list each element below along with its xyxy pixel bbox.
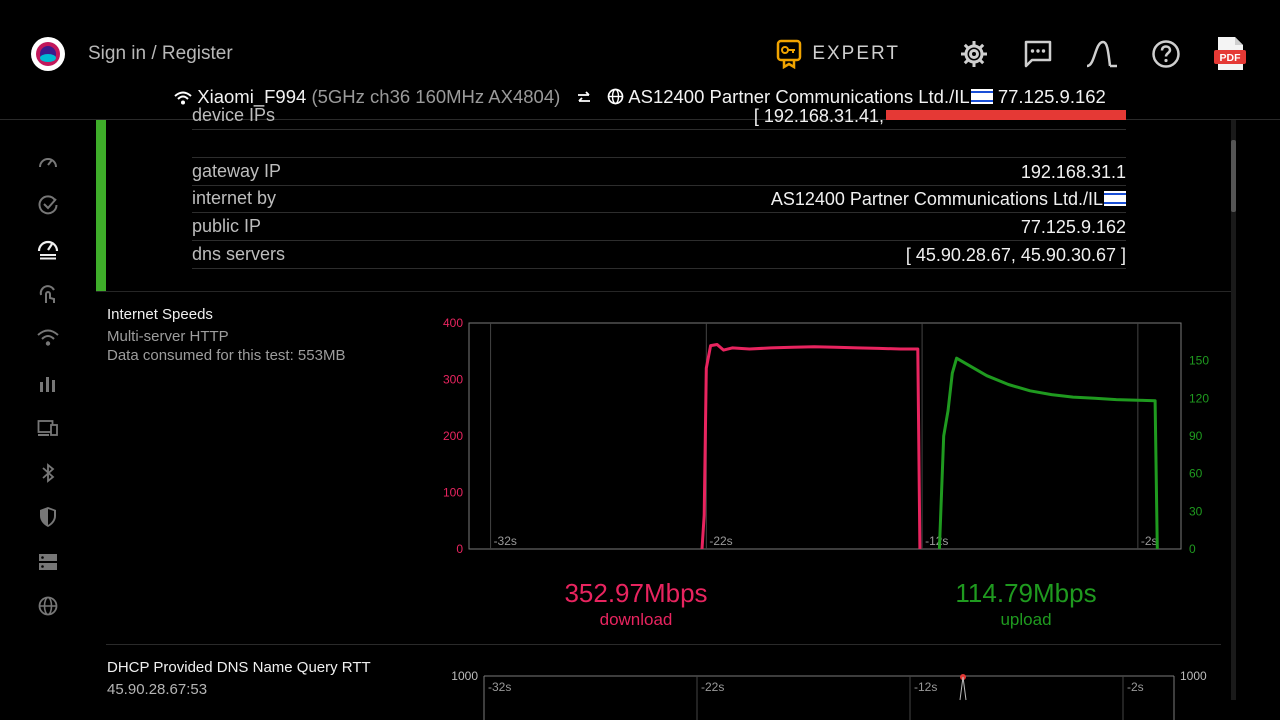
y-right-tick-label: 150	[1189, 354, 1209, 368]
upload-speed-value: 114.79Mbps	[955, 578, 1097, 608]
y-tick-left: 1000	[451, 669, 478, 683]
signal-curve-icon	[1086, 40, 1117, 68]
upload-series-line	[937, 356, 1159, 550]
pdf-export-icon: PDF	[1214, 37, 1246, 70]
info-key: dns servers	[192, 244, 286, 264]
wifi-icon	[174, 91, 192, 105]
redaction-mark	[886, 110, 1126, 120]
sidebar	[0, 120, 96, 720]
rtt-spike	[959, 676, 967, 701]
toolbar: EXPERT	[776, 34, 1250, 74]
feedback-button[interactable]	[1018, 34, 1058, 74]
wifi-nav-icon[interactable]	[36, 326, 60, 350]
upload-label: upload	[1000, 610, 1052, 629]
y-left-tick-label: 300	[443, 373, 463, 387]
section-divider	[106, 644, 1221, 645]
info-value: [ 192.168.31.41,	[754, 106, 1126, 127]
x-tick: -12s	[914, 680, 937, 694]
scrollbar-track[interactable]	[1231, 120, 1236, 700]
globe-icon	[607, 88, 624, 105]
sign-in-register-link[interactable]: Sign in / Register	[88, 43, 233, 64]
header-divider	[0, 119, 1280, 120]
info-value: 192.168.31.1	[1020, 162, 1126, 182]
status-indicator-bar	[96, 120, 106, 291]
speedometer-icon[interactable]	[36, 150, 60, 174]
network-summary: Xiaomi_F994 (5GHz ch36 160MHz AX4804) AS…	[0, 86, 1280, 108]
wifi-ssid: Xiaomi_F994	[197, 86, 307, 107]
speeds-data-consumed: Data consumed for this test: 553MB	[107, 347, 346, 364]
info-row-device-ips: device IPs [ 192.168.31.41,	[192, 102, 1126, 130]
download-label: download	[599, 610, 673, 629]
info-key: gateway IP	[192, 161, 282, 181]
wifi-details: (5GHz ch36 160MHz AX4804)	[311, 86, 561, 107]
y-left-tick-label: 200	[443, 429, 463, 443]
y-right-tick-label: 120	[1189, 391, 1209, 405]
info-row: internet by AS12400 Partner Communicatio…	[192, 185, 1126, 213]
info-row: dns servers [ 45.90.28.67, 45.90.30.67 ]	[192, 241, 1126, 269]
swap-arrows-icon	[577, 91, 590, 102]
info-row: public IP 77.125.9.162	[192, 213, 1126, 241]
y-right-tick-label: 0	[1189, 542, 1196, 556]
y-left-tick-label: 400	[443, 316, 463, 330]
feedback-icon	[1024, 40, 1052, 68]
y-right-tick-label: 90	[1189, 429, 1203, 443]
speeds-title: Internet Speeds	[107, 306, 213, 323]
signal-analyzer-button[interactable]	[1082, 34, 1122, 74]
israel-flag-icon	[1104, 191, 1126, 206]
speedtest-icon[interactable]	[36, 237, 60, 261]
x-tick-label: -22s	[709, 534, 732, 548]
y-right-tick-label: 60	[1189, 467, 1203, 481]
info-value: AS12400 Partner Communications Ltd./IL	[771, 189, 1126, 210]
pdf-export-button[interactable]: PDF	[1210, 34, 1250, 74]
section-divider	[96, 291, 1231, 292]
shield-icon[interactable]	[36, 505, 60, 529]
plot-frame	[468, 322, 1182, 550]
y-left-tick-label: 100	[443, 486, 463, 500]
check-circle-icon[interactable]	[36, 193, 60, 217]
expert-badge-icon	[777, 39, 802, 69]
y-left-tick-label: 0	[456, 542, 463, 556]
info-row: gateway IP 192.168.31.1	[192, 157, 1126, 186]
devices-icon[interactable]	[36, 416, 60, 440]
info-key: public IP	[192, 216, 262, 236]
scrollbar-thumb[interactable]	[1231, 140, 1236, 212]
x-tick-label: -2s	[1141, 534, 1158, 548]
help-button[interactable]	[1146, 34, 1186, 74]
info-value: [ 45.90.28.67, 45.90.30.67 ]	[905, 245, 1126, 265]
pdf-badge: PDF	[1220, 52, 1242, 64]
dns-server-address: 45.90.28.67:53	[107, 681, 208, 698]
x-tick: -22s	[701, 680, 724, 694]
y-right-tick-label: 30	[1189, 504, 1203, 518]
download-series-line	[700, 343, 922, 550]
app-logo[interactable]	[30, 36, 66, 72]
globe-nav-icon[interactable]	[36, 594, 60, 618]
info-key: internet by	[192, 188, 277, 208]
bar-chart-icon[interactable]	[36, 371, 60, 395]
help-icon	[1152, 40, 1180, 68]
israel-flag-icon	[970, 89, 993, 104]
expert-mode-button[interactable]: EXPERT	[776, 39, 900, 69]
speeds-method: Multi-server HTTP	[107, 328, 229, 345]
x-tick: -32s	[488, 680, 511, 694]
x-tick-label: -12s	[925, 534, 948, 548]
rtt-point	[960, 674, 966, 680]
public-ip: 77.125.9.162	[997, 86, 1106, 107]
info-key: device IPs	[192, 105, 276, 125]
settings-button[interactable]	[954, 34, 994, 74]
expert-label: EXPERT	[812, 43, 900, 64]
top-bar: Sign in / Register EXPERT	[0, 0, 1280, 120]
bluetooth-icon[interactable]	[36, 461, 60, 485]
server-icon[interactable]	[36, 550, 60, 574]
y-tick-right: 1000	[1180, 669, 1207, 683]
touch-scan-icon[interactable]	[36, 282, 60, 306]
settings-icon	[961, 41, 987, 67]
dns-rtt-title: DHCP Provided DNS Name Query RTT	[107, 659, 371, 676]
info-value: 77.125.9.162	[1020, 217, 1126, 237]
x-tick-label: -32s	[494, 534, 517, 548]
isp-name: AS12400 Partner Communications Ltd./IL	[628, 86, 970, 107]
download-speed-value: 352.97Mbps	[564, 578, 708, 608]
x-tick: -2s	[1127, 680, 1144, 694]
